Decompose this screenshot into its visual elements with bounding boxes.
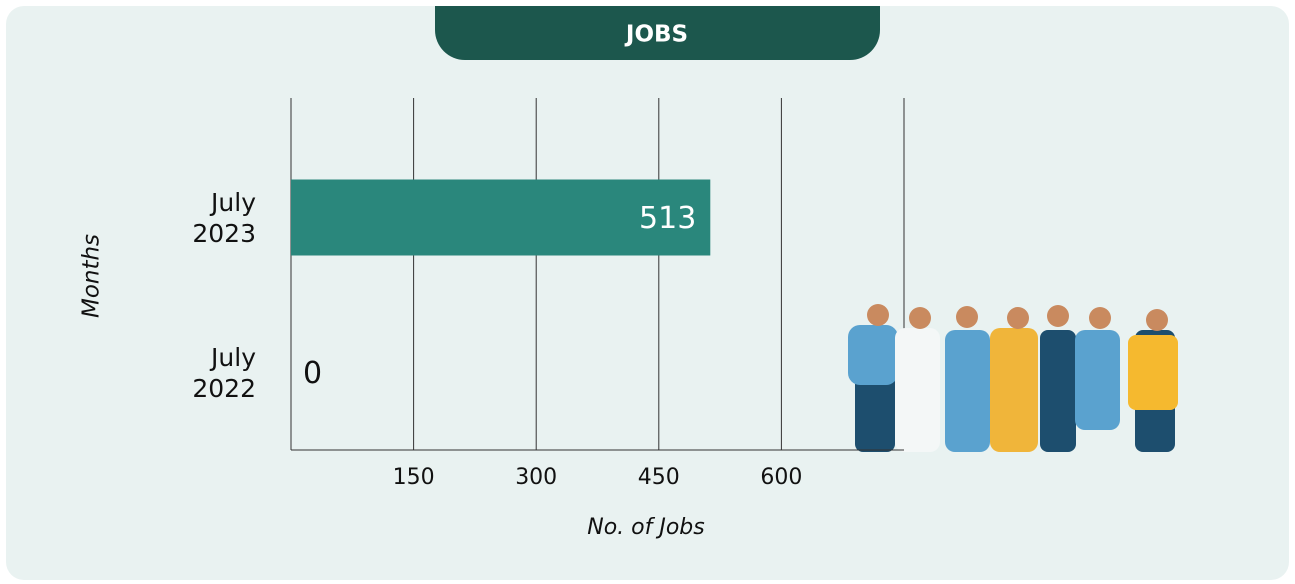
x-axis-label: No. of Jobs [587,515,704,540]
x-tick-label: 600 [760,465,802,490]
y-axis-label: Months [79,234,105,318]
workers-illustration [848,304,1178,452]
y-tick-label: July 2022 [192,342,256,403]
value-label: 513 [639,201,696,236]
x-tick-label: 300 [515,465,557,490]
y-tick-label: July 2023 [192,187,256,248]
value-label: 0 [303,356,322,391]
card [6,6,1289,580]
title-tab [435,6,880,60]
x-tick-label: 150 [393,465,435,490]
chart-title: JOBS [624,22,688,48]
x-tick-label: 450 [638,465,680,490]
bar [291,179,711,256]
